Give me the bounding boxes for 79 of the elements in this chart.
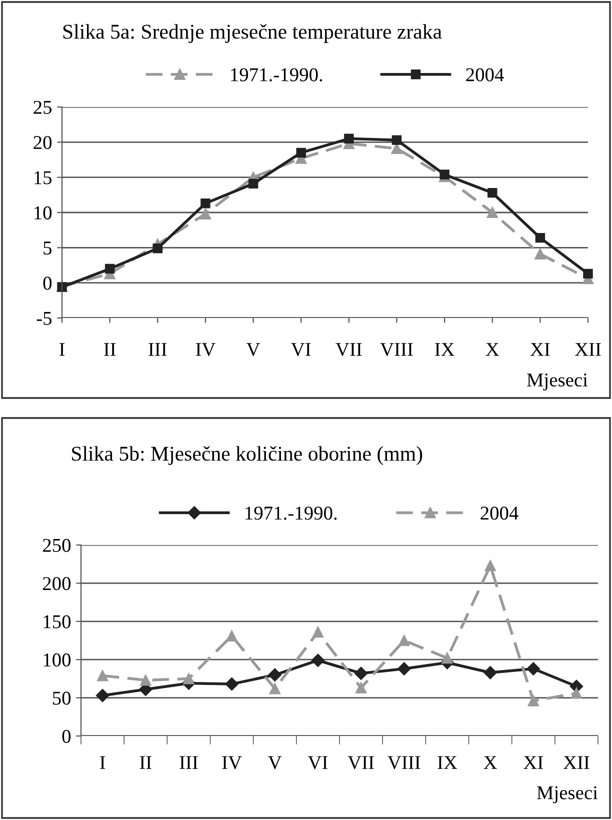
point [488,188,498,198]
y-tick-label: 200 [42,577,71,590]
point [152,244,162,254]
point [583,268,593,279]
point [344,134,354,144]
y-tick-label: 150 [44,615,71,628]
x-tick-label: V [268,756,282,770]
y-tick-label: 50 [52,692,71,705]
y-tick-label: 0 [62,730,71,743]
x-tick-label: VI [291,343,311,356]
y-tick-label: -5 [36,312,52,325]
x-tick-label: II [104,343,116,356]
point [355,682,367,694]
chart-title: Slika 5b: Mjesečne količine oborine (mm) [72,446,422,465]
point [312,626,324,638]
x-tick-label: IV [196,343,216,356]
x-tick-label: XI [524,756,543,769]
point [570,688,582,699]
point [140,674,152,686]
point [442,652,453,664]
x-tick-label: VIII [388,756,420,770]
x-tick-label: X [486,343,500,356]
x-tick-label: IX [434,343,454,356]
x-tick-label: V [246,343,260,356]
x-tick-label: IV [222,756,242,770]
x-tick-label: I [100,756,106,769]
y-tick-label: 25 [34,100,52,114]
point [535,232,546,243]
x-tick-label: III [180,756,198,769]
x-tick-label: II [140,756,152,769]
point [296,148,306,158]
point [226,630,238,642]
point [392,135,402,145]
point [484,560,496,572]
point [311,654,325,667]
legend-label: 1971.-1990. [231,68,322,82]
point [104,264,115,274]
x-tick-label: X [484,756,497,769]
x-tick-label: VIII [380,343,413,356]
point [484,666,497,680]
y-tick-label: 15 [34,171,52,184]
point [200,198,210,208]
x-tick-label: I [59,343,65,356]
legend-label: 2004 [466,68,504,82]
x-tick-label: IX [438,756,458,769]
x-tick-label: VI [308,756,328,770]
chart-title: Slika 5a: Srednje mjesečne temperature zraka [63,24,442,43]
point [398,634,410,646]
legend-label: 2004 [480,506,518,520]
point [526,662,540,676]
x-tick-label: VII [336,343,362,356]
point [183,673,194,684]
point [96,688,110,702]
point [528,695,539,706]
y-tick-label: 100 [44,653,71,667]
point [354,666,368,680]
x-tick-label: VII [348,756,374,770]
x-tick-label: XII [574,343,601,356]
point [200,208,212,220]
point [269,683,280,694]
legend-label: 1971.-1990. [246,506,337,520]
x-axis-title: Mjeseci [537,786,598,804]
y-tick-label: 5 [44,242,52,255]
point [440,170,450,180]
x-tick-label: III [148,343,167,356]
y-tick-label: 20 [34,136,52,150]
point [225,677,238,691]
y-tick-label: 250 [42,538,71,552]
point [96,670,108,682]
x-tick-label: XII [563,756,590,769]
y-tick-label: 10 [34,206,52,220]
y-tick-label: 0 [43,276,52,290]
point [486,206,498,218]
x-tick-label: XI [530,343,550,356]
x-axis-title: Mjeseci [527,373,588,390]
point [248,178,258,189]
point [268,668,282,682]
point [398,662,411,676]
point [534,248,546,260]
